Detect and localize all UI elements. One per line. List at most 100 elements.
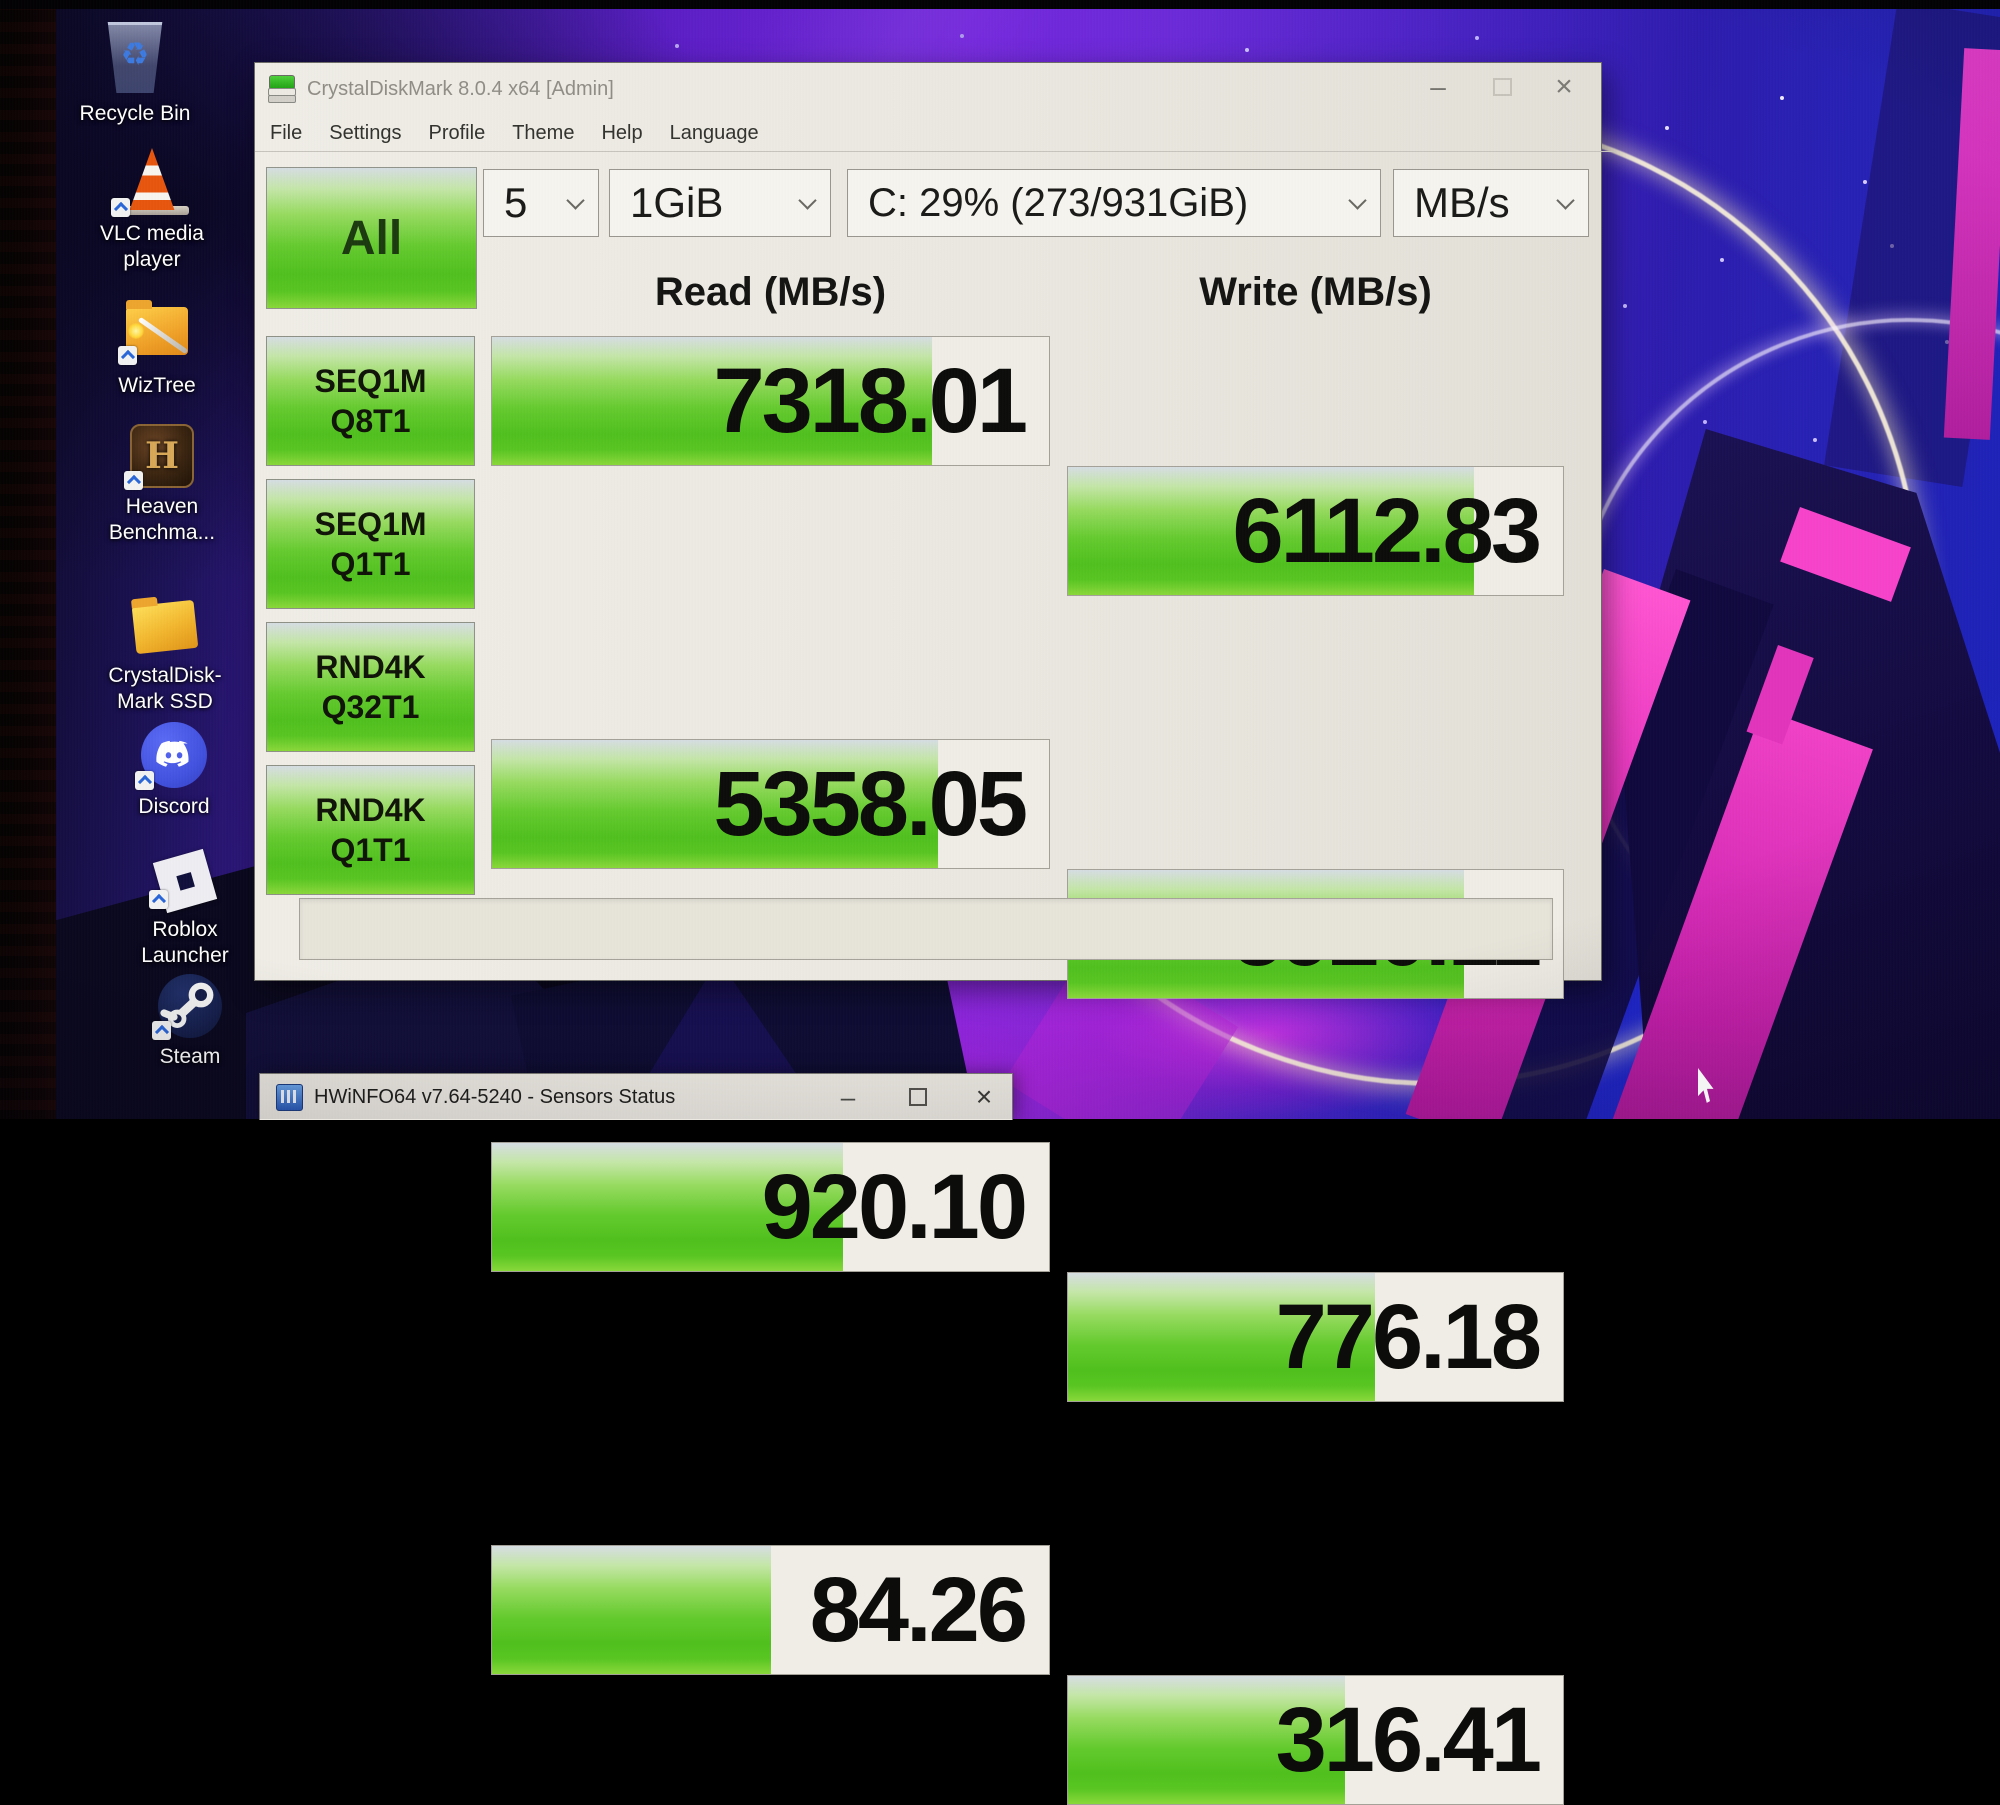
icon-label: WizTree: [118, 374, 196, 397]
monitor-bezel-top: [0, 0, 2000, 9]
minimize-button[interactable]: –: [840, 1081, 856, 1112]
test-button-seq1m-q8t1[interactable]: SEQ1M Q8T1: [266, 336, 475, 466]
target-drive-value: C: 29% (273/931GiB): [868, 180, 1249, 225]
shortcut-arrow-icon: [149, 890, 168, 909]
read-result-cell: 5358.05: [491, 739, 1050, 869]
read-result-cell: 84.26: [491, 1545, 1050, 1675]
icon-label: Benchma...: [108, 521, 216, 544]
icon-label: Steam: [159, 1045, 221, 1068]
unit-value: MB/s: [1414, 179, 1510, 226]
status-progress-bar: [299, 898, 1553, 960]
recycle-symbol: ♻: [120, 36, 150, 72]
read-result-cell: 7318.01: [491, 336, 1050, 466]
hwinfo-app-icon: [276, 1084, 303, 1111]
desktop-icon-wiztree[interactable]: WizTree: [77, 299, 237, 399]
crystaldiskmark-window: CrystalDiskMark 8.0.4 x64 [Admin] – × Fi…: [254, 62, 1616, 1805]
window-title: HWiNFO64 v7.64-5240 - Sensors Status: [314, 1085, 676, 1108]
wiztree-wand-star: [128, 323, 144, 339]
write-result-value: 776.18: [1275, 1285, 1542, 1388]
wallpaper-ring-small: [1568, 318, 2000, 1000]
desktop-icon-steam[interactable]: Steam: [110, 974, 270, 1070]
chevron-down-icon: [1348, 191, 1367, 210]
read-result-value: 7318.01: [713, 349, 1028, 452]
write-result-cell: 776.18: [1067, 1272, 1564, 1402]
desktop-icon-roblox[interactable]: Roblox Launcher: [105, 848, 265, 969]
test-button-seq1m-q1t1[interactable]: SEQ1M Q1T1: [266, 479, 475, 609]
shortcut-arrow-icon: [118, 346, 137, 365]
menu-help[interactable]: Help: [601, 121, 643, 144]
menu-settings[interactable]: Settings: [329, 121, 402, 144]
write-result-cell: 6112.83: [1067, 466, 1564, 596]
icon-label: CrystalDisk-: [108, 664, 222, 687]
target-drive-dropdown[interactable]: C: 29% (273/931GiB): [847, 169, 1381, 237]
crystaldiskmark-app-icon: [268, 75, 296, 103]
wallpaper-crystal-pink: [1943, 48, 2000, 440]
hwinfo-titlebar[interactable]: HWiNFO64 v7.64-5240 - Sensors Status – ×: [260, 1074, 1012, 1120]
shortcut-arrow-icon: [124, 471, 143, 490]
menu-theme[interactable]: Theme: [512, 121, 575, 144]
maximize-button[interactable]: [894, 1076, 942, 1118]
cdm-titlebar[interactable]: CrystalDiskMark 8.0.4 x64 [Admin] – ×: [255, 63, 1601, 115]
window-title: CrystalDiskMark 8.0.4 x64 [Admin]: [307, 77, 614, 100]
icon-label: player: [123, 248, 181, 271]
test-button-rnd4k-q32t1[interactable]: RND4K Q32T1: [266, 622, 475, 752]
icon-label: Launcher: [141, 944, 229, 967]
chevron-down-icon: [566, 191, 585, 210]
desktop-icon-crystaldiskmark-ssd[interactable]: CrystalDisk- Mark SSD: [85, 595, 245, 715]
chevron-down-icon: [1556, 191, 1575, 210]
shortcut-arrow-icon: [152, 1021, 171, 1040]
read-result-value: 5358.05: [713, 752, 1028, 855]
read-result-bar: [492, 1546, 771, 1674]
wiztree-wand: [137, 316, 189, 355]
read-result-bar: [492, 337, 933, 465]
monitor-bezel-left: [0, 0, 56, 1119]
shortcut-arrow-icon: [111, 198, 130, 217]
wallpaper-crystal-pink: [1584, 709, 1873, 1119]
menu-language[interactable]: Language: [669, 121, 759, 144]
read-result-value: 920.10: [761, 1155, 1028, 1258]
close-button[interactable]: ×: [975, 1081, 993, 1112]
icon-label: Mark SSD: [117, 690, 213, 713]
run-all-tests-button[interactable]: All: [266, 167, 477, 309]
unit-dropdown[interactable]: MB/s: [1393, 169, 1589, 237]
test-size-value: 1GiB: [630, 179, 724, 226]
read-result-cell: 920.10: [491, 1142, 1050, 1272]
desktop-icon-heaven-benchmark[interactable]: H Heaven Benchma...: [82, 424, 242, 546]
wallpaper-stars: [56, 9, 58, 11]
wallpaper-crystal-pink: [1746, 645, 1814, 745]
read-result-bar: [492, 740, 938, 868]
test-count-value: 5: [504, 179, 528, 226]
close-button[interactable]: ×: [1555, 70, 1573, 103]
write-column-header: Write (MB/s): [1199, 269, 1432, 314]
maximize-button[interactable]: [1477, 67, 1527, 107]
hwinfo64-window: HWiNFO64 v7.64-5240 - Sensors Status – ×: [259, 1073, 1013, 1120]
icon-label: Discord: [138, 795, 210, 818]
wallpaper-crystal-dark: [1620, 429, 2000, 1119]
icon-label: Recycle Bin: [79, 102, 191, 125]
read-result-value: 84.26: [809, 1558, 1028, 1661]
read-column-header: Read (MB/s): [654, 269, 887, 314]
write-result-value: 6112.83: [1232, 479, 1542, 582]
test-size-dropdown[interactable]: 1GiB: [609, 169, 831, 237]
test-count-dropdown[interactable]: 5: [483, 169, 599, 237]
wallpaper-crystal-dark: [1824, 9, 2000, 488]
recycle-bin-icon: ♻: [107, 22, 163, 93]
shortcut-arrow-icon: [135, 771, 154, 790]
folder-icon: [131, 599, 199, 655]
desktop-icon-recycle-bin[interactable]: ♻ Recycle Bin: [55, 22, 215, 127]
cdm-menubar: File Settings Profile Theme Help Languag…: [255, 115, 1616, 152]
write-result-value: 316.41: [1275, 1688, 1542, 1791]
icon-label: VLC media: [100, 222, 204, 245]
icon-label: Heaven: [125, 495, 199, 518]
minimize-button[interactable]: –: [1430, 71, 1446, 102]
desktop-icon-discord[interactable]: Discord: [94, 722, 254, 820]
chevron-down-icon: [798, 191, 817, 210]
menu-profile[interactable]: Profile: [428, 121, 486, 144]
test-button-rnd4k-q1t1[interactable]: RND4K Q1T1: [266, 765, 475, 895]
wallpaper-crystal-pink: [1780, 507, 1911, 602]
write-result-cell: 316.41: [1067, 1675, 1564, 1805]
menu-file[interactable]: File: [270, 121, 303, 144]
icon-label: Roblox: [152, 918, 218, 941]
vlc-icon-base: [115, 206, 189, 215]
desktop-icon-vlc[interactable]: VLC media player: [72, 148, 232, 273]
